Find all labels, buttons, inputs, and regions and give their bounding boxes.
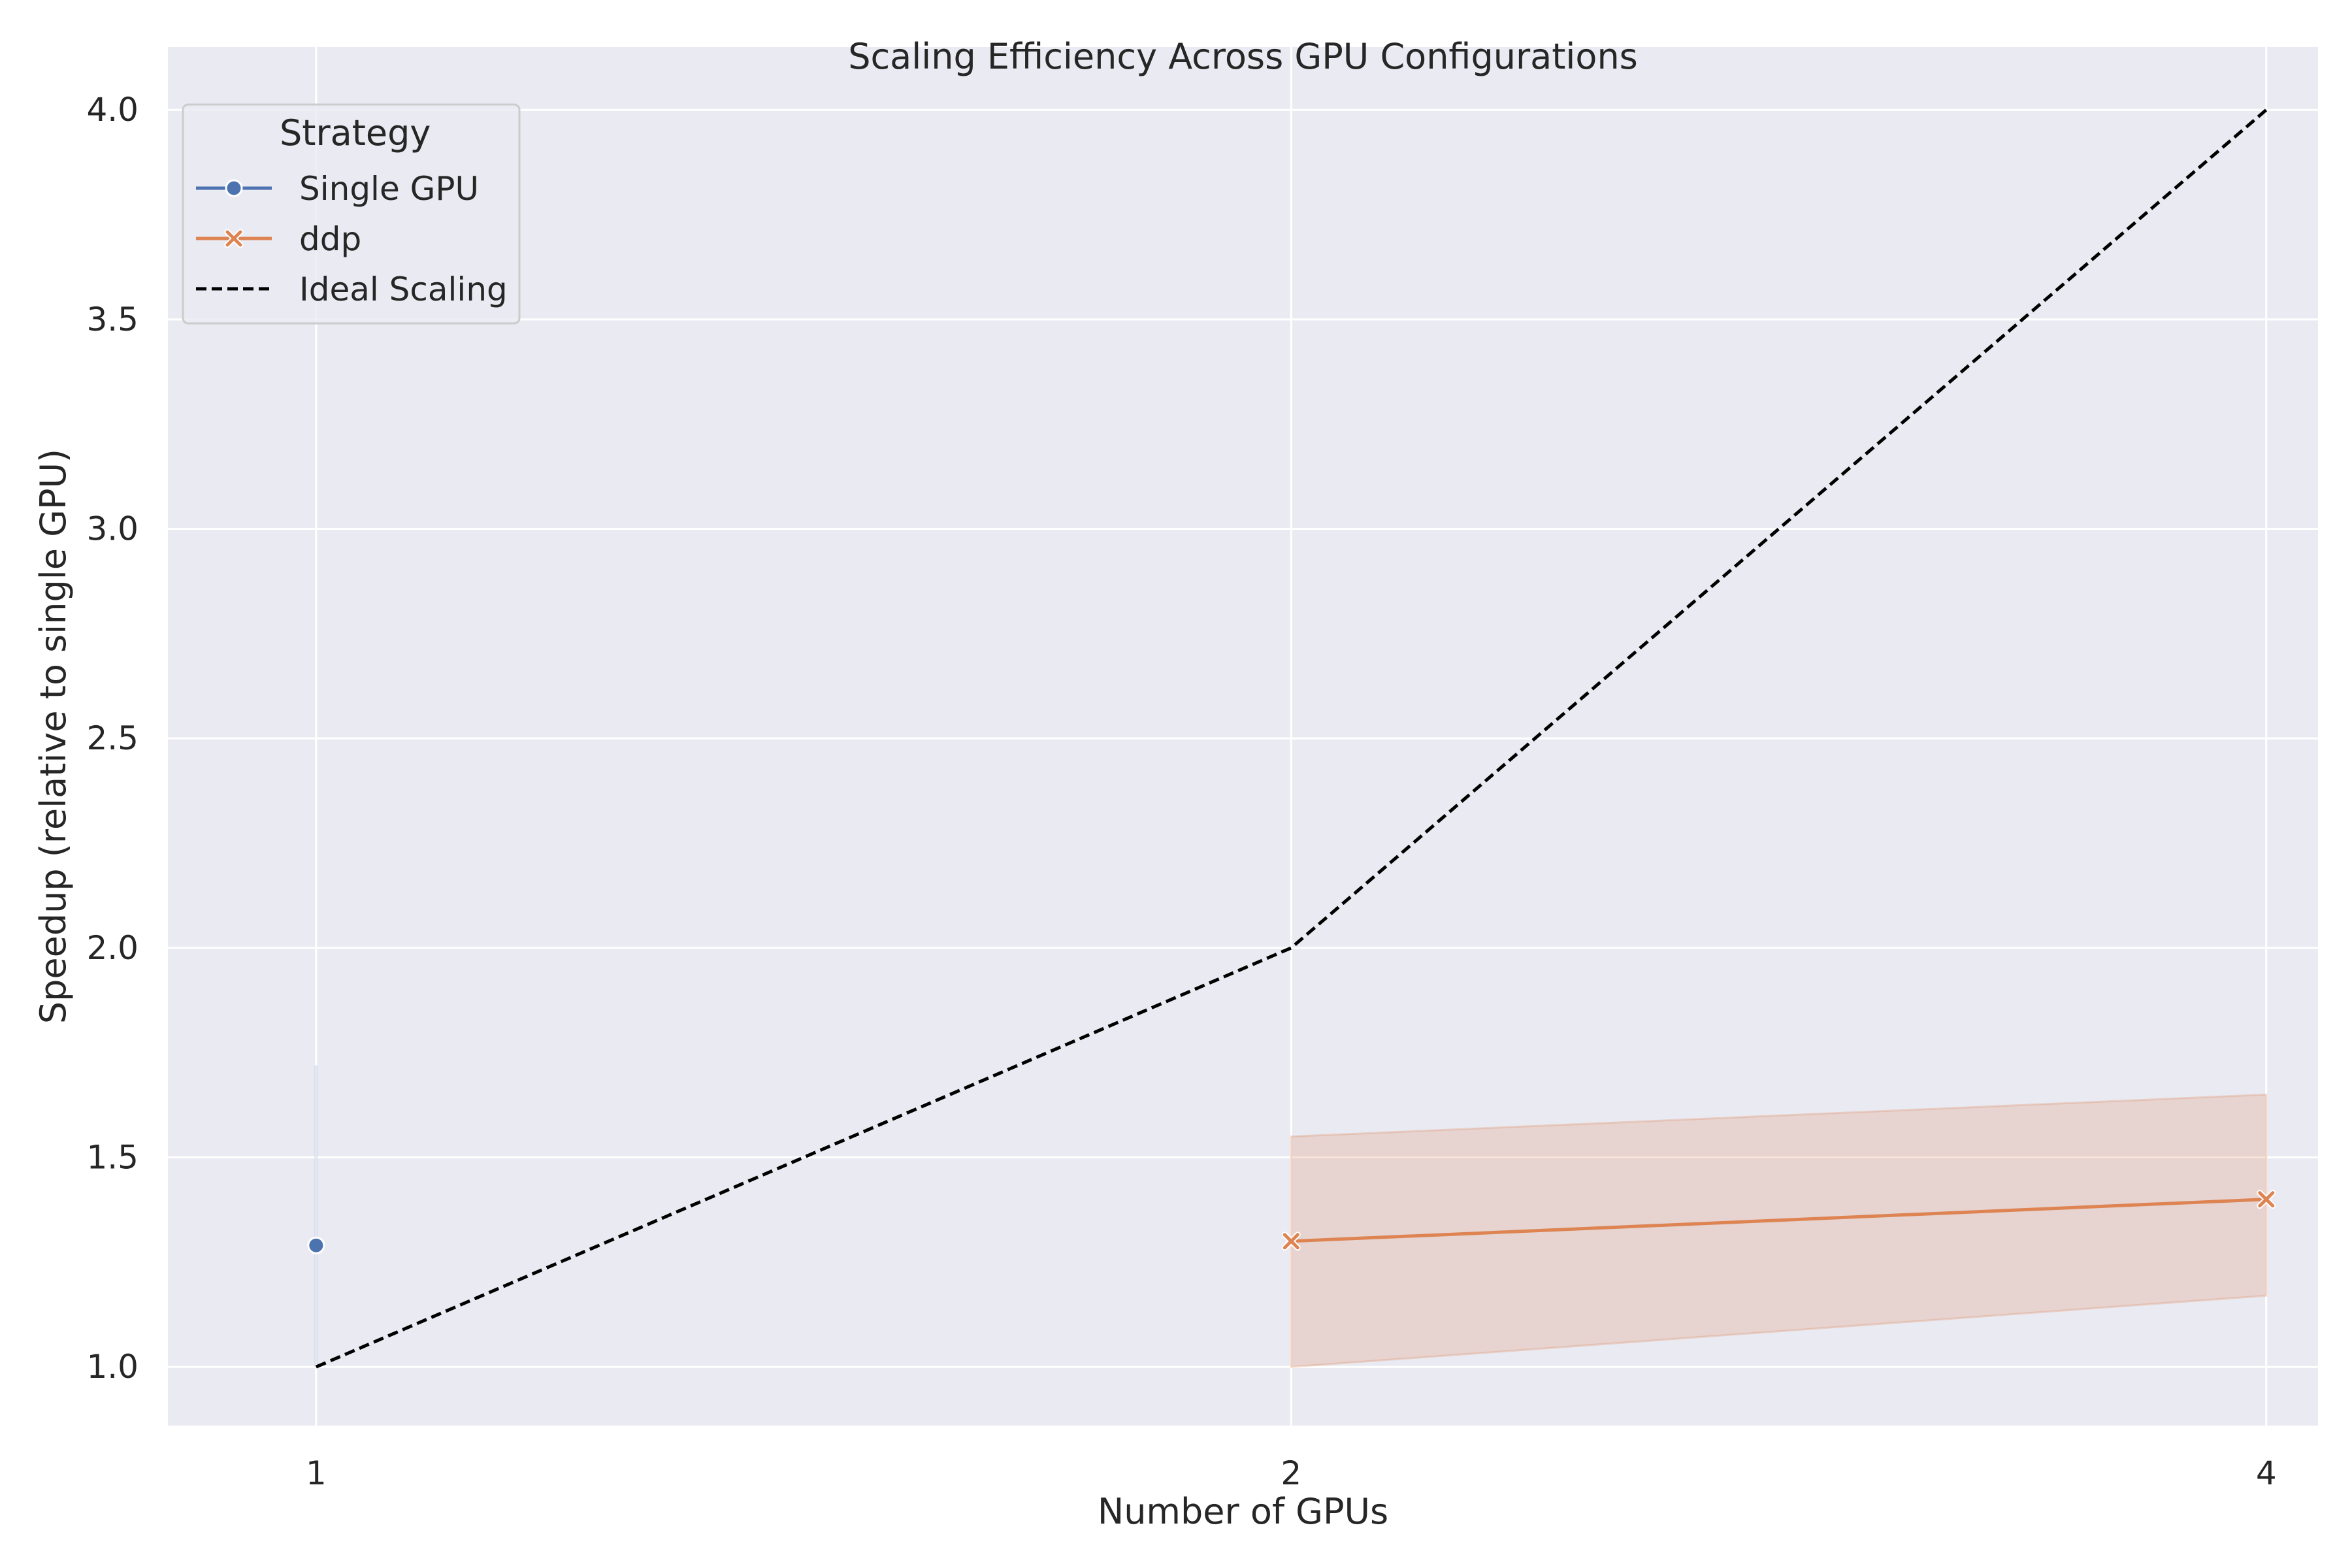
marker-stroke (2258, 1191, 2275, 1208)
legend-label: ddp (299, 220, 361, 258)
y-tick-label: 3.5 (86, 301, 139, 338)
x-tick-label: 4 (2256, 1454, 2277, 1492)
legend-item: Ideal Scaling (196, 270, 508, 308)
legend-box (182, 103, 521, 325)
legend-item: ddp (196, 220, 361, 258)
gridlines (168, 47, 2318, 1426)
chart-title: Scaling Efficiency Across GPU Configurat… (848, 36, 1638, 77)
legend-title: Strategy (280, 112, 431, 154)
x-tick-label: 2 (1281, 1454, 1301, 1492)
ddp-point (2257, 1190, 2276, 1209)
y-tick-label: 3.0 (86, 510, 139, 548)
legend-marker (224, 229, 244, 248)
series-lines (315, 108, 2268, 1369)
plot-area (168, 47, 2318, 1426)
x-axis-label: Number of GPUs (1098, 1491, 1388, 1532)
y-axis-ticks: 1.0 1.5 2.0 2.5 3.0 3.5 4.0 (86, 91, 139, 1386)
x-axis-ticks: 1 2 4 (306, 1454, 2277, 1492)
marker-stroke (1282, 1233, 1299, 1250)
ideal-scaling-line (315, 108, 2268, 1369)
series-markers (307, 1190, 2276, 1254)
y-tick-label: 2.5 (86, 719, 139, 757)
y-tick-label: 1.0 (86, 1348, 139, 1386)
legend: Strategy Single GPU ddp Ideal Scaling (182, 103, 521, 325)
x-tick-label: 1 (306, 1454, 327, 1492)
legend-label: Ideal Scaling (299, 270, 508, 308)
ddp-point (1281, 1232, 1301, 1251)
y-tick-label: 4.0 (86, 91, 139, 129)
y-tick-label: 2.0 (86, 929, 139, 967)
ddp-line (1291, 1198, 2266, 1243)
single-gpu-point (307, 1236, 325, 1254)
legend-marker (225, 179, 243, 197)
y-axis-label: Speedup (relative to single GPU) (33, 449, 74, 1024)
marker-stroke (225, 230, 242, 247)
y-tick-label: 1.5 (86, 1139, 139, 1177)
ddp-ci-band (1290, 1093, 2268, 1368)
confidence-bands (314, 1065, 2268, 1368)
legend-item: Single GPU (196, 170, 479, 208)
legend-label: Single GPU (299, 170, 479, 208)
legend-items: Single GPU ddp Ideal Scaling (196, 170, 508, 308)
